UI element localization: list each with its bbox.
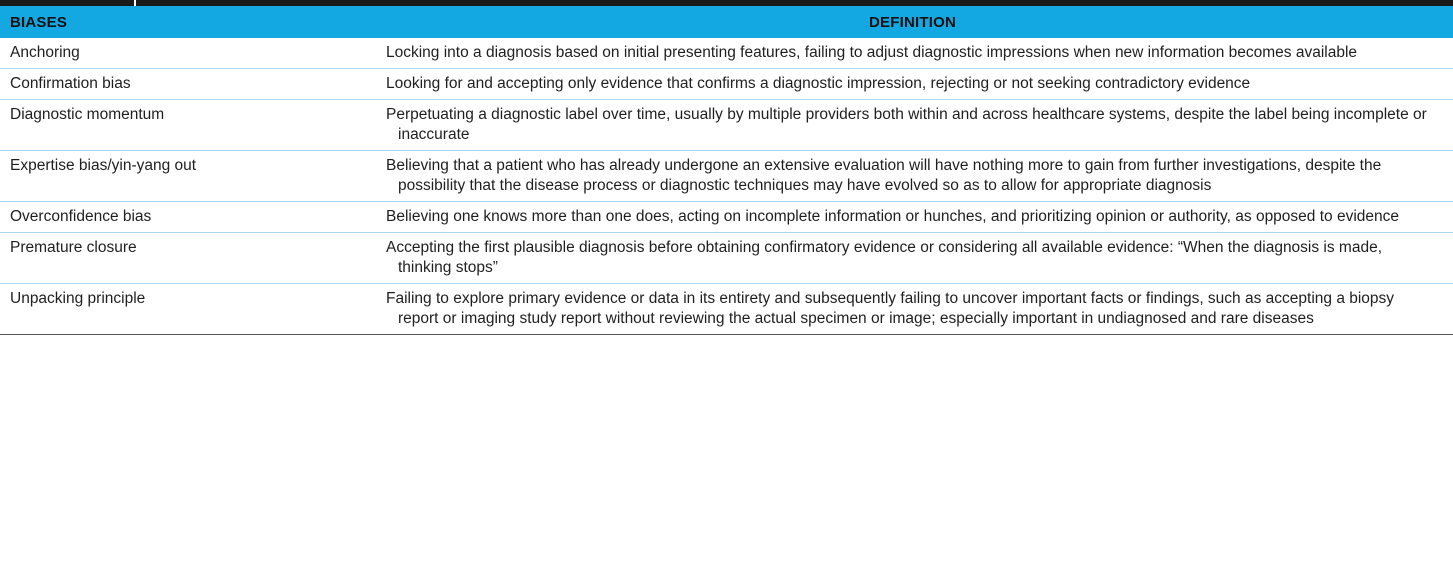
table-header-row: BIASES DEFINITION bbox=[0, 6, 1453, 38]
bias-definition: Perpetuating a diagnostic label over tim… bbox=[386, 106, 1427, 143]
bias-definition: Believing that a patient who has already… bbox=[386, 157, 1382, 194]
bias-name: Anchoring bbox=[0, 38, 372, 69]
table-row: Confirmation bias Looking for and accept… bbox=[0, 68, 1453, 100]
header-biases: BIASES bbox=[0, 6, 372, 38]
bias-name: Expertise bias/yin-yang out bbox=[0, 150, 372, 202]
bias-name: Confirmation bias bbox=[0, 68, 372, 100]
bias-definition: Failing to explore primary evidence or d… bbox=[386, 290, 1395, 327]
top-rule-gap bbox=[134, 0, 136, 6]
bias-definition: Locking into a diagnosis based on initia… bbox=[386, 44, 1358, 61]
table-row: Overconfidence bias Believing one knows … bbox=[0, 201, 1453, 233]
table-row: Diagnostic momentum Perpetuating a diagn… bbox=[0, 99, 1453, 151]
table-row: Expertise bias/yin-yang out Believing th… bbox=[0, 150, 1453, 202]
bias-name: Overconfidence bias bbox=[0, 201, 372, 233]
bias-definition: Looking for and accepting only evidence … bbox=[386, 75, 1251, 92]
table-row: Unpacking principle Failing to explore p… bbox=[0, 283, 1453, 335]
bias-definition: Believing one knows more than one does, … bbox=[386, 208, 1400, 225]
table-row: Premature closure Accepting the first pl… bbox=[0, 232, 1453, 284]
bias-name: Premature closure bbox=[0, 232, 372, 284]
bias-name: Diagnostic momentum bbox=[0, 99, 372, 151]
cognitive-bias-table: BIASES DEFINITION Anchoring Locking into… bbox=[0, 6, 1453, 335]
bias-name: Unpacking principle bbox=[0, 283, 372, 335]
header-definition: DEFINITION bbox=[372, 6, 1453, 38]
table-row: Anchoring Locking into a diagnosis based… bbox=[0, 38, 1453, 69]
top-rule bbox=[0, 0, 1453, 6]
bias-definition: Accepting the first plausible diagnosis … bbox=[386, 239, 1383, 276]
